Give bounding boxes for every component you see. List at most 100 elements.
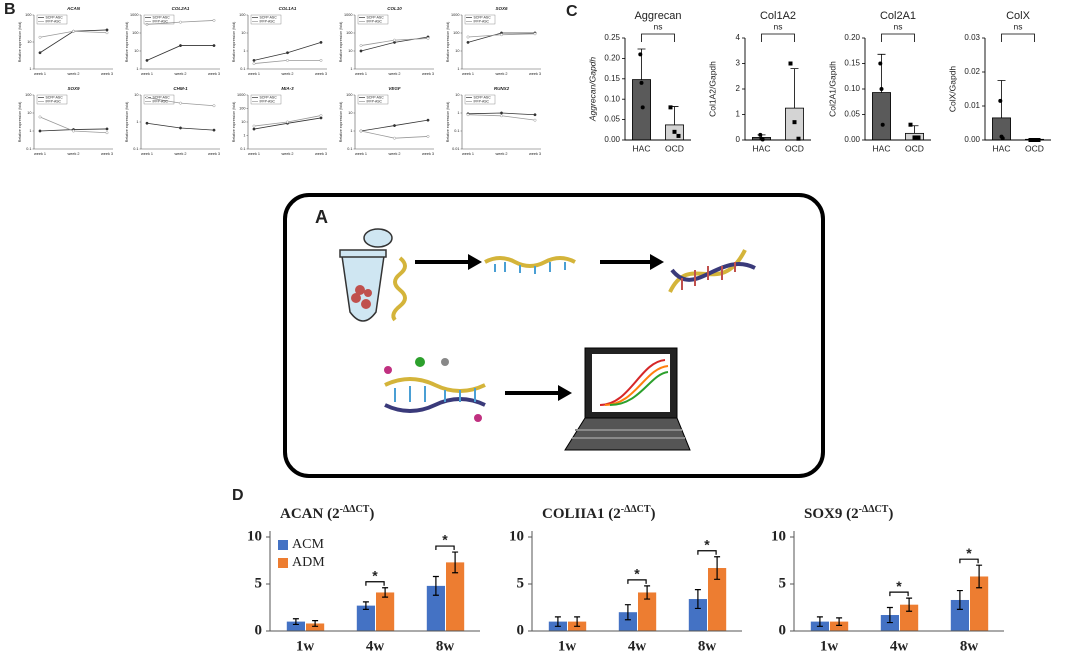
marker	[212, 18, 216, 22]
y-tick-label: 0.1	[240, 147, 245, 151]
legend-label: ADM	[292, 555, 325, 570]
y-tick-label: 0	[779, 622, 787, 638]
marker	[500, 33, 503, 37]
marker	[359, 129, 363, 133]
significance-bracket	[697, 550, 717, 555]
y-tick-label: 0.1	[26, 147, 31, 151]
x-tick-label: week 1	[462, 72, 474, 76]
significance-bracket	[889, 591, 909, 597]
y-tick-label: 10	[771, 528, 786, 544]
legend-label: IFFP-ASC	[367, 19, 383, 23]
y-tick-label: 0.02	[964, 67, 980, 76]
x-tick-label: week 2	[388, 72, 400, 76]
chart-title: CHM-1	[173, 86, 188, 91]
data-point	[638, 52, 643, 57]
marker	[500, 111, 503, 115]
legend-label: ACM	[292, 537, 324, 552]
y-tick-label: 0.01	[964, 101, 980, 110]
x-tick-label: 4w	[628, 638, 647, 654]
marker	[359, 49, 363, 53]
panel-label: A	[315, 207, 328, 227]
marker	[145, 121, 149, 125]
y-tick-label: 0.20	[844, 33, 860, 42]
y-tick-label: 10	[247, 528, 262, 544]
title-end: )	[888, 506, 893, 522]
x-tick-label: week 1	[248, 152, 260, 156]
marker	[533, 113, 537, 117]
marker	[72, 29, 75, 33]
y-axis-label: Relative expression (fold)	[446, 22, 450, 63]
y-tick-label: 0.25	[604, 33, 620, 42]
y-tick-label: 0	[736, 135, 741, 144]
legend-label: SCFP-ASC	[260, 15, 278, 19]
pcr-icon	[384, 357, 486, 422]
legend-label: IFFP-ASC	[260, 99, 276, 103]
laptop-icon	[564, 347, 691, 451]
y-tick-label: 0.1	[133, 147, 138, 151]
arrow-head	[650, 254, 664, 270]
x-tick-label: week 3	[208, 152, 220, 156]
x-tick-label: 4w	[366, 638, 385, 654]
error-bar	[997, 80, 1006, 118]
x-tick-label: week 2	[67, 72, 79, 76]
marker	[72, 129, 75, 133]
marker	[252, 127, 256, 131]
bar	[426, 585, 445, 631]
x-tick-label: week 1	[141, 72, 153, 76]
marker	[426, 36, 430, 40]
title-superscript: -ΔΔCT	[621, 504, 651, 515]
error-bar	[292, 618, 299, 626]
y-tick-label: 100	[453, 31, 459, 35]
y-tick-label: 1000	[130, 13, 138, 17]
x-tick-label: HAC	[993, 143, 1011, 153]
data-point	[758, 132, 763, 137]
marker	[38, 129, 42, 133]
y-tick-label: 10	[134, 49, 138, 53]
x-tick-label: week 2	[495, 152, 507, 156]
y-tick-label: 1	[736, 110, 741, 119]
y-tick-label: 0.15	[844, 59, 860, 68]
marker	[105, 31, 109, 35]
error-bar	[714, 556, 721, 580]
y-tick-label: 100	[239, 13, 245, 17]
y-axis-label: ColX/Gapdh	[947, 66, 957, 113]
x-tick-label: week 2	[495, 72, 507, 76]
legend-label: SCFP-ASC	[367, 95, 385, 99]
bar	[970, 576, 989, 631]
legend-box	[36, 94, 68, 105]
y-axis-label: Relative expression (fold)	[446, 102, 450, 143]
tube-icon	[339, 228, 407, 322]
x-tick-label: week 2	[281, 152, 293, 156]
y-tick-label: 0	[255, 622, 263, 638]
significance-label: ns	[654, 21, 663, 31]
chart-title: Aggrecan	[634, 10, 681, 22]
y-axis-label: Relative expression (fold)	[125, 22, 129, 63]
error-bar	[910, 125, 919, 134]
y-tick-label: 0.00	[604, 135, 620, 144]
data-point	[880, 122, 885, 127]
error-bar	[624, 604, 631, 621]
marker	[426, 134, 430, 138]
chart-title: SOX6	[495, 6, 508, 11]
bar	[830, 621, 849, 631]
x-tick-label: 8w	[960, 638, 979, 654]
chart-title: ACAN (2-ΔΔCT)	[280, 504, 374, 522]
y-tick-label: 0.00	[844, 135, 860, 144]
y-axis-label: Relative expression (fold)	[18, 102, 22, 143]
axis	[984, 38, 1051, 141]
chart-title: ACAN	[66, 6, 81, 11]
y-tick-label: 0.05	[604, 115, 620, 124]
y-axis-label: Relative expression (fold)	[339, 22, 343, 63]
marker	[212, 128, 216, 132]
marker	[105, 131, 109, 135]
chart-title: COL1A1	[279, 6, 297, 11]
bar	[638, 592, 657, 631]
y-tick-label: 0.1	[454, 129, 459, 133]
chart-title: SOX9 (2-ΔΔCT)	[804, 504, 893, 522]
y-tick-label: 1	[243, 49, 245, 53]
x-tick-label: OCD	[905, 143, 924, 153]
y-tick-label: 10	[27, 111, 31, 115]
legend-box	[357, 94, 389, 105]
bar	[872, 92, 891, 141]
